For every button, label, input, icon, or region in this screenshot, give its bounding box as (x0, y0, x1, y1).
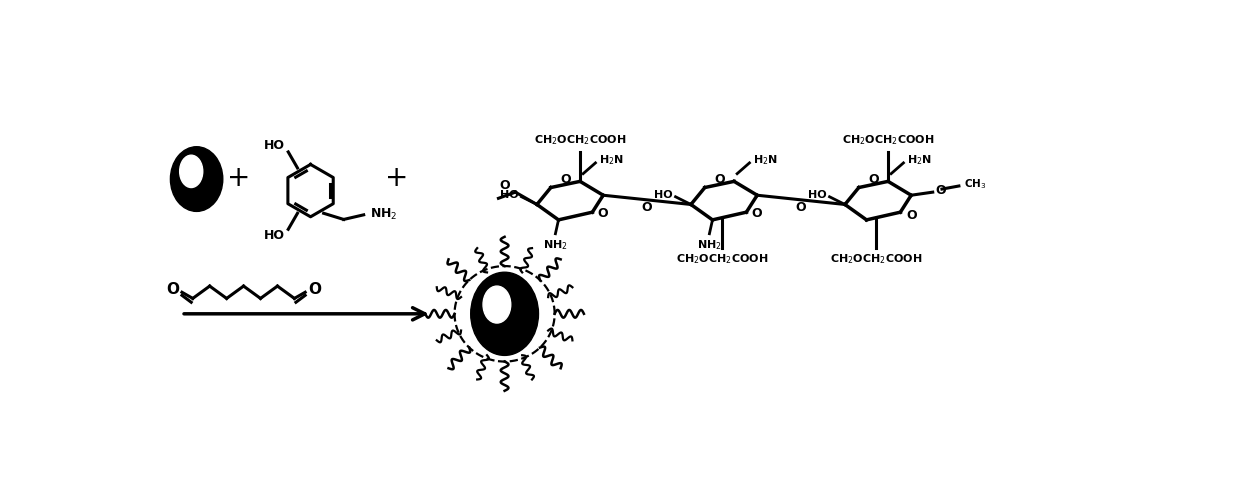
Text: O: O (936, 184, 946, 197)
Text: CH$_2$OCH$_2$COOH: CH$_2$OCH$_2$COOH (676, 252, 768, 266)
Text: O: O (596, 207, 608, 220)
Text: CH$_2$OCH$_2$COOH: CH$_2$OCH$_2$COOH (830, 252, 923, 266)
Text: HO: HO (500, 190, 518, 200)
Text: HO: HO (264, 140, 285, 152)
Text: CH$_2$OCH$_2$COOH: CH$_2$OCH$_2$COOH (534, 134, 626, 148)
Text: NH$_2$: NH$_2$ (370, 207, 397, 222)
Text: O: O (906, 209, 918, 222)
Text: NH$_2$: NH$_2$ (697, 238, 722, 252)
Text: NH$_2$: NH$_2$ (543, 238, 568, 252)
Ellipse shape (471, 272, 538, 355)
Text: O: O (642, 201, 652, 214)
Text: HO: HO (264, 229, 285, 242)
Text: H$_2$N: H$_2$N (906, 154, 931, 167)
Text: O: O (166, 282, 179, 297)
Text: O: O (560, 173, 570, 186)
Text: HO: HO (807, 190, 826, 200)
Text: H$_2$N: H$_2$N (753, 154, 777, 167)
Text: CH$_2$OCH$_2$COOH: CH$_2$OCH$_2$COOH (842, 134, 934, 148)
Text: O: O (868, 173, 879, 186)
Text: O: O (309, 282, 321, 297)
Text: CH$_3$: CH$_3$ (963, 177, 986, 192)
Text: +: + (386, 163, 408, 192)
Text: O: O (714, 173, 724, 186)
Text: HO: HO (653, 190, 672, 200)
Ellipse shape (180, 155, 203, 187)
Text: O: O (796, 201, 806, 214)
Ellipse shape (170, 147, 223, 211)
Text: +: + (227, 163, 250, 192)
Text: O: O (751, 207, 761, 220)
Text: O: O (500, 179, 510, 193)
Text: H$_2$N: H$_2$N (599, 154, 624, 167)
Ellipse shape (484, 286, 511, 323)
